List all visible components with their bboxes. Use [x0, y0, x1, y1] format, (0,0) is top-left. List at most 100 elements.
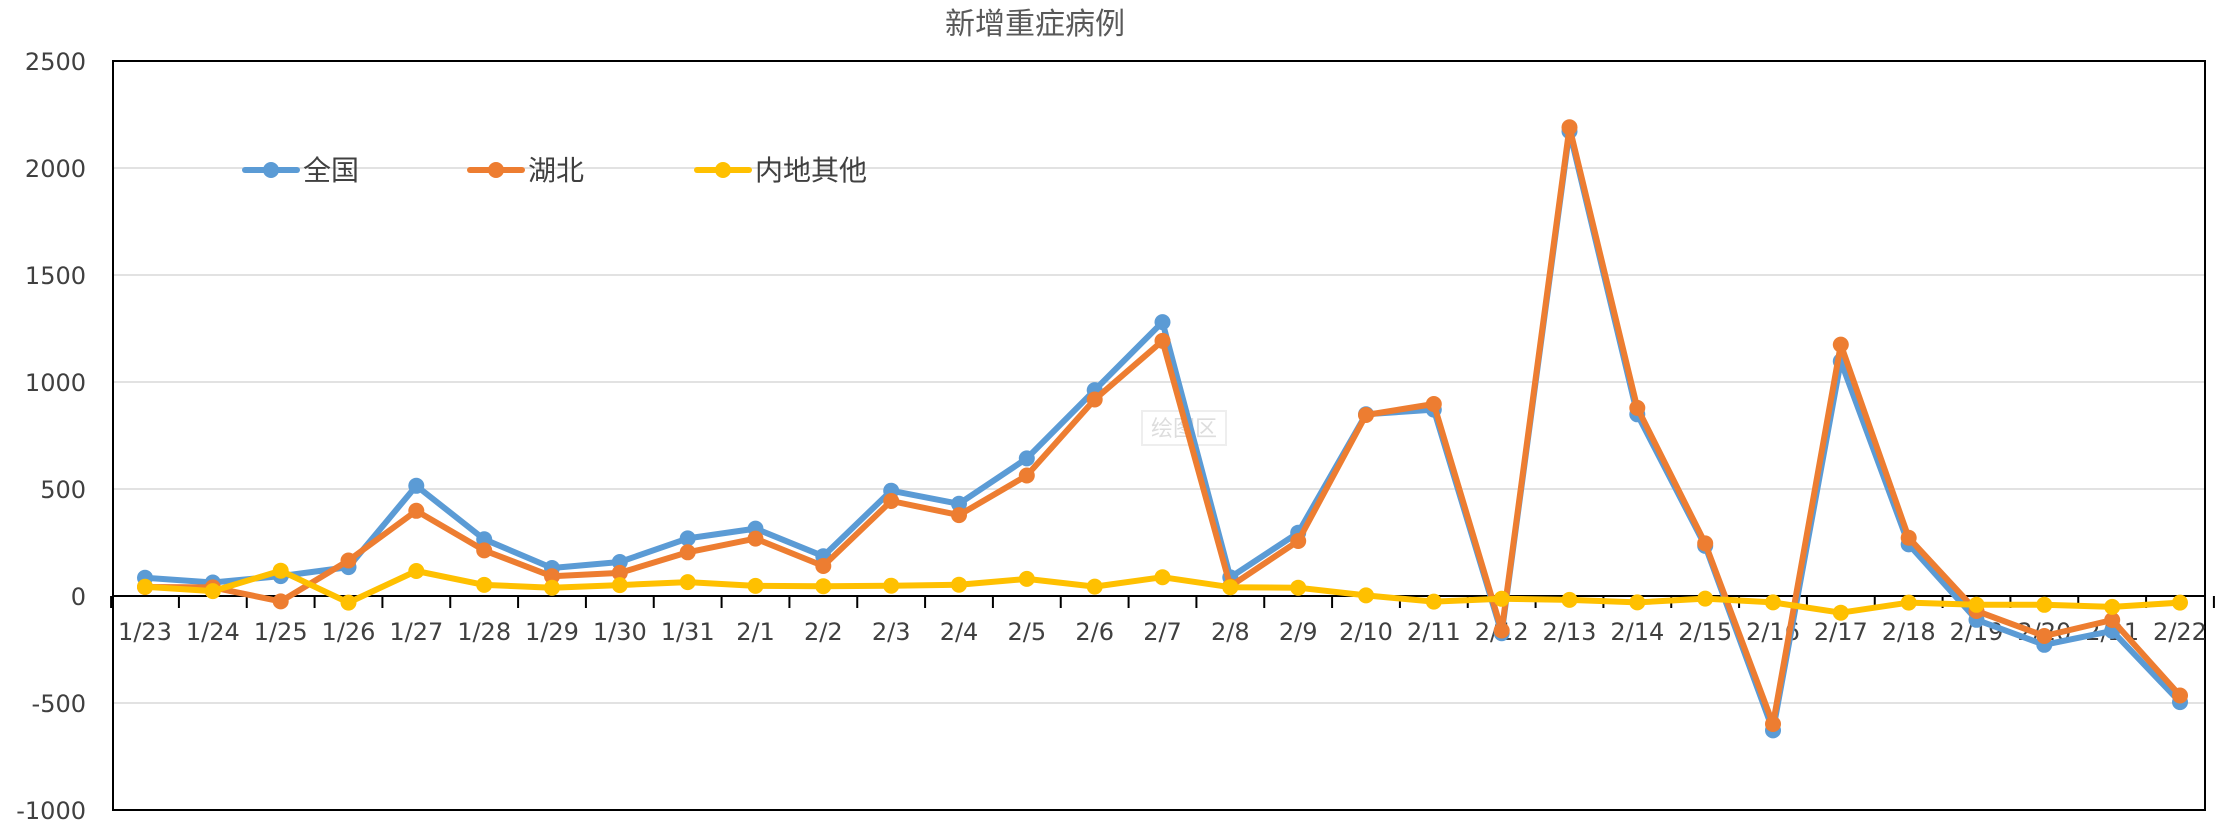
x-tick-label: 1/31 [661, 618, 715, 646]
x-tick-label: 2/3 [872, 618, 911, 646]
x-tick-label: 2/15 [1678, 618, 1732, 646]
data-point [747, 530, 764, 547]
data-point [340, 594, 357, 611]
data-point [679, 530, 696, 547]
y-tick-label: 2000 [25, 155, 86, 183]
data-point [2036, 628, 2053, 644]
data-point [679, 544, 696, 561]
data-point [204, 583, 221, 600]
data-point [1493, 590, 1510, 607]
x-tick-label: 1/28 [457, 618, 511, 646]
data-point [611, 564, 628, 581]
data-point [1629, 594, 1646, 611]
legend-item: 全国 [242, 154, 359, 187]
data-point [1222, 579, 1239, 596]
legend-marker [263, 162, 279, 178]
data-point [1697, 590, 1714, 607]
x-tick-label: 2/5 [1008, 618, 1047, 646]
data-point [1968, 596, 1985, 613]
data-point [1290, 579, 1307, 596]
x-tick-label: 2/11 [1407, 618, 1461, 646]
data-point [883, 577, 900, 594]
data-point [408, 477, 425, 494]
data-point [476, 542, 493, 559]
x-tick-label: 2/1 [736, 618, 775, 646]
series-3 [137, 562, 2188, 621]
data-point [1358, 407, 1374, 423]
x-tick-label: 1/26 [322, 618, 376, 646]
x-tick-label: 2/8 [1211, 618, 1250, 646]
x-tick-label: 1/25 [254, 618, 308, 646]
x-tick-label: 2/4 [940, 618, 979, 646]
data-point [1018, 467, 1035, 484]
chart-title: 新增重症病例 [945, 7, 1125, 42]
data-point [408, 563, 425, 579]
data-point [679, 574, 696, 591]
x-tick-label: 2/13 [1543, 618, 1597, 646]
plot-area-border [112, 60, 2206, 811]
data-point [2172, 687, 2188, 704]
data-point [1425, 593, 1442, 610]
y-tick-label: -1000 [16, 797, 86, 825]
data-point [1561, 119, 1578, 136]
data-point [544, 568, 560, 585]
x-tick-label: 1/30 [593, 618, 647, 646]
data-point [815, 558, 832, 574]
data-point [272, 593, 289, 610]
data-point [1629, 399, 1646, 416]
y-tick-label: 2500 [25, 48, 86, 76]
data-point [272, 562, 289, 579]
x-tick-label: 2/14 [1610, 618, 1664, 646]
series-2 [137, 119, 2188, 732]
x-tick-label: 2/2 [804, 618, 843, 646]
data-point [1765, 594, 1781, 611]
data-point [1358, 587, 1374, 604]
data-point [951, 576, 967, 593]
data-point [2104, 612, 2121, 628]
legend-label: 全国 [303, 154, 359, 187]
data-point [137, 578, 153, 595]
x-tick-label: 2/22 [2153, 618, 2207, 646]
data-point [815, 578, 832, 595]
data-point [1697, 535, 1714, 552]
x-tick-label: 2/18 [1882, 618, 1936, 646]
legend-marker [488, 162, 504, 178]
x-tick-label: 1/24 [186, 618, 240, 646]
legend-item: 湖北 [467, 154, 584, 187]
data-point [951, 495, 967, 512]
data-point [408, 502, 425, 519]
data-point [544, 579, 560, 596]
data-point [883, 493, 900, 509]
data-point [476, 531, 493, 548]
data-point [1425, 396, 1442, 412]
data-point [2036, 596, 2053, 613]
x-tick-label: 2/6 [1075, 618, 1114, 646]
data-point [2104, 598, 2121, 615]
x-tick-label: 2/7 [1143, 618, 1182, 646]
y-tick-label: 1500 [25, 262, 86, 290]
data-point [1900, 529, 1917, 546]
data-point [1154, 314, 1171, 331]
data-point [1018, 450, 1035, 467]
series [137, 119, 2188, 739]
data-point [1493, 622, 1510, 639]
data-point [476, 576, 493, 593]
data-point [1086, 578, 1103, 595]
data-point [951, 507, 967, 524]
x-tick-label: 2/17 [1814, 618, 1868, 646]
y-tick-label: 500 [40, 476, 86, 504]
data-point [1086, 391, 1103, 408]
x-tick-label: 1/27 [389, 618, 443, 646]
y-tick-label: 1000 [25, 369, 86, 397]
data-point [2172, 594, 2188, 611]
y-tick-label: -500 [32, 690, 86, 718]
data-point [1765, 716, 1781, 732]
data-point [1900, 594, 1917, 611]
legend-label: 湖北 [528, 154, 584, 187]
data-point [747, 577, 764, 594]
data-point [1832, 336, 1849, 353]
data-point [611, 577, 628, 594]
legend-item: 内地其他 [694, 154, 867, 187]
legend-marker [715, 162, 731, 178]
